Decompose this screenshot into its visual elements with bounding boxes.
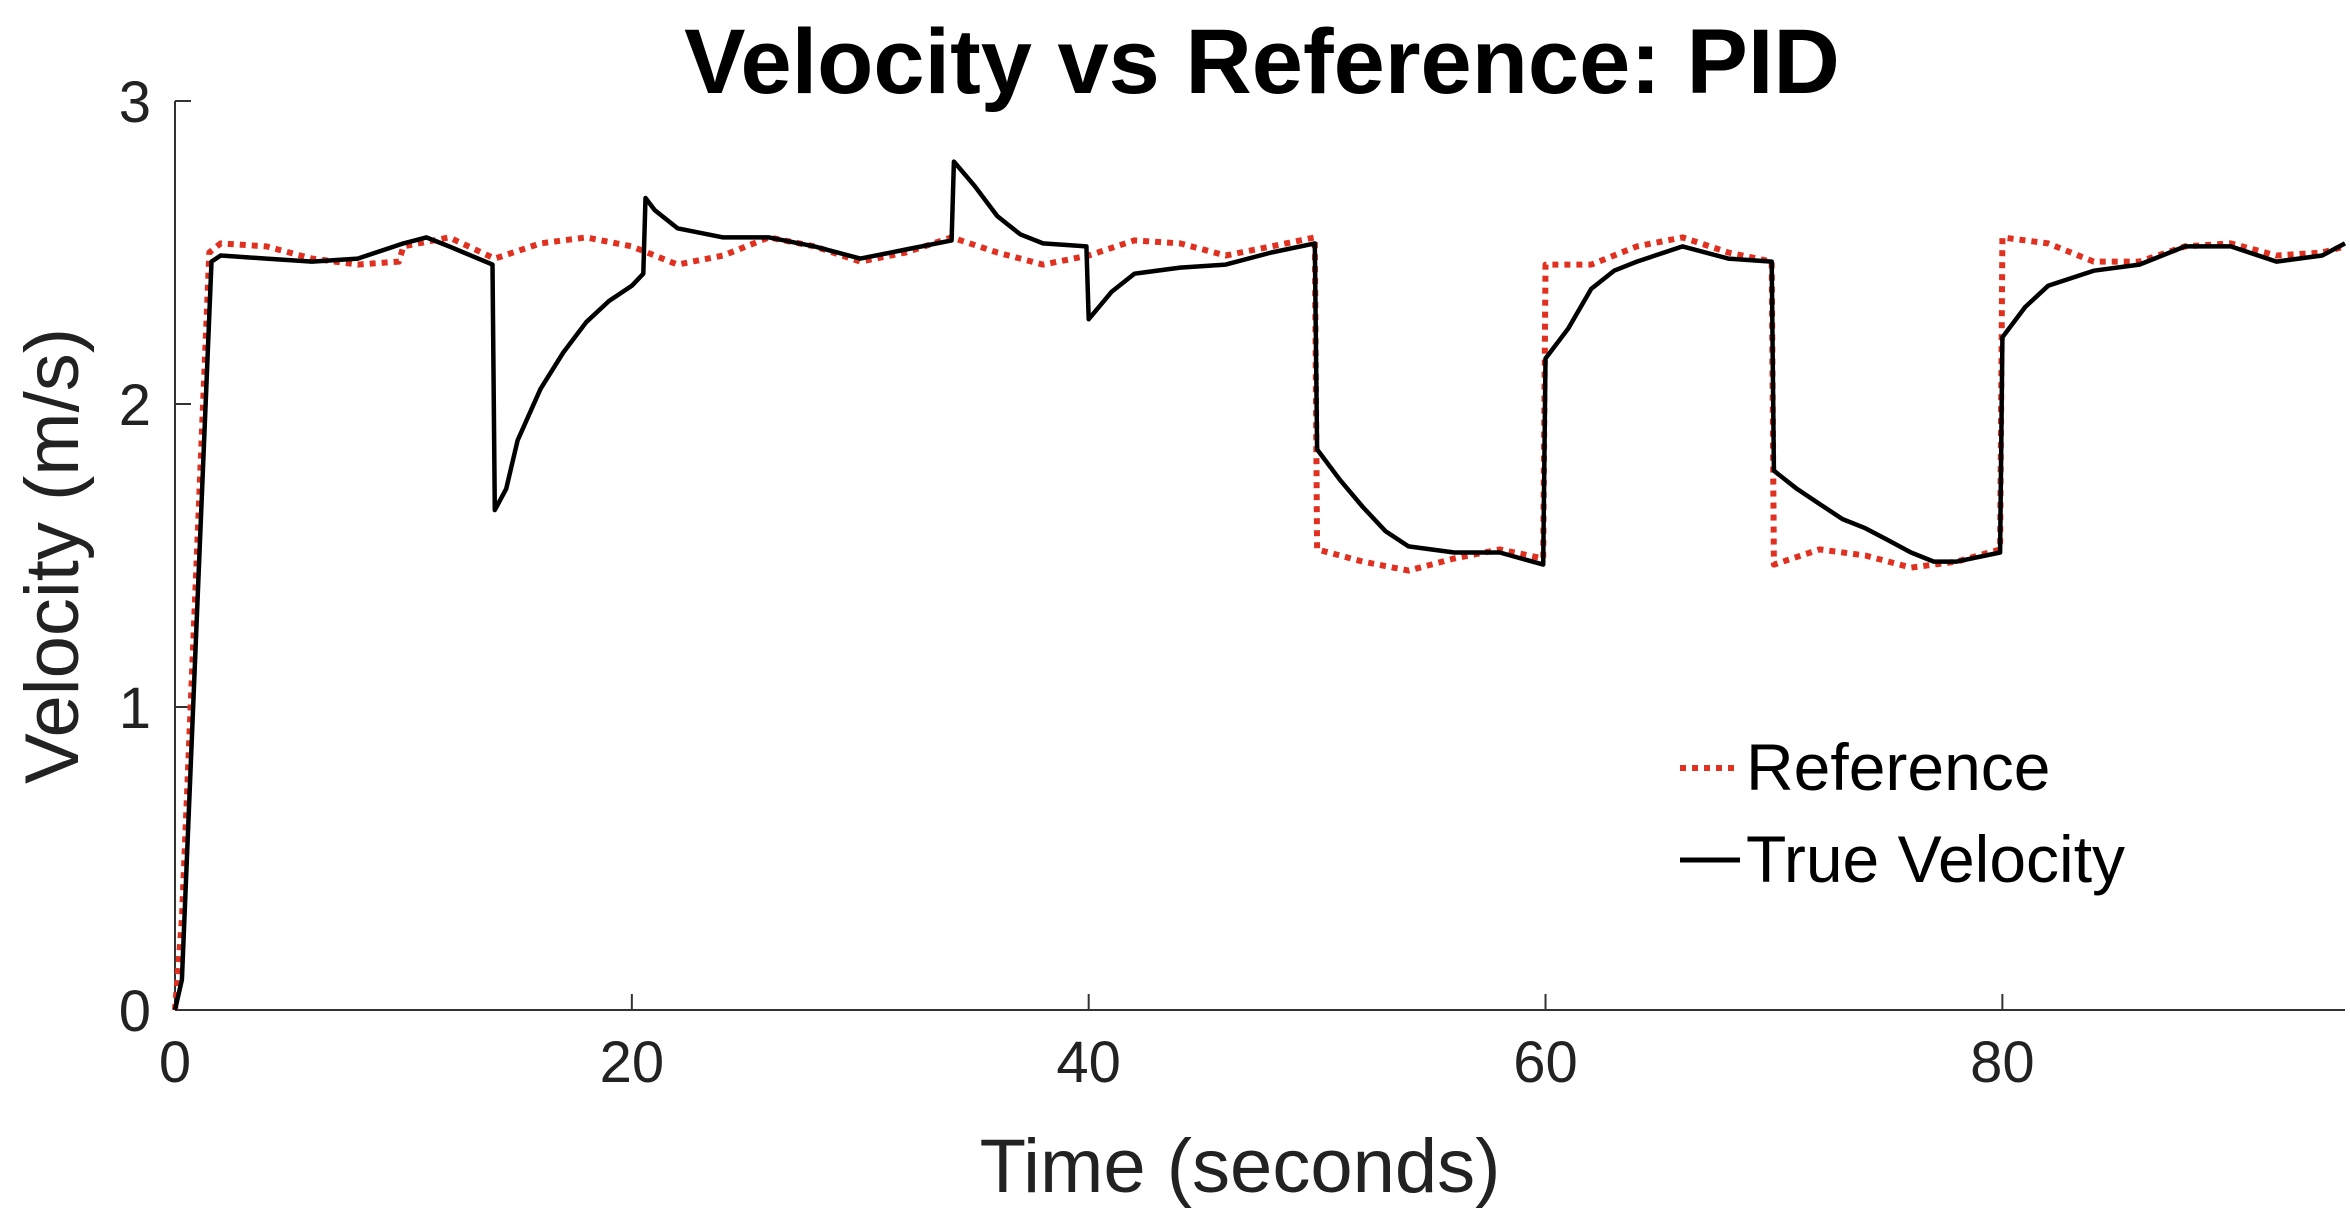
x-tick-label: 60 [1513,1030,1578,1095]
y-axis-label: Velocity (m/s) [10,328,95,784]
reference-line [172,234,2346,1011]
y-tick-label: 0 [119,979,151,1044]
axes [174,101,2345,1011]
legend: Reference True Velocity [1680,730,2125,896]
x-tick-label: 20 [600,1030,665,1095]
legend-reference-label: Reference [1746,730,2051,804]
x-axis-label: Time (seconds) [980,1124,1501,1209]
legend-true-velocity-label: True Velocity [1746,822,2125,896]
true-velocity-line [172,159,2347,1011]
chart-title: Velocity vs Reference: PID [684,11,1840,113]
y-ticks: 0 1 2 3 [119,70,191,1044]
y-tick-label: 1 [119,676,151,741]
x-tick-label: 40 [1056,1030,1121,1095]
x-ticks: 0 20 40 60 80 [159,994,2035,1095]
x-tick-label: 80 [1970,1030,2035,1095]
y-tick-label: 3 [119,70,151,135]
x-tick-label: 0 [159,1030,191,1095]
plot-area [172,159,2347,1011]
y-tick-label: 2 [119,373,151,438]
